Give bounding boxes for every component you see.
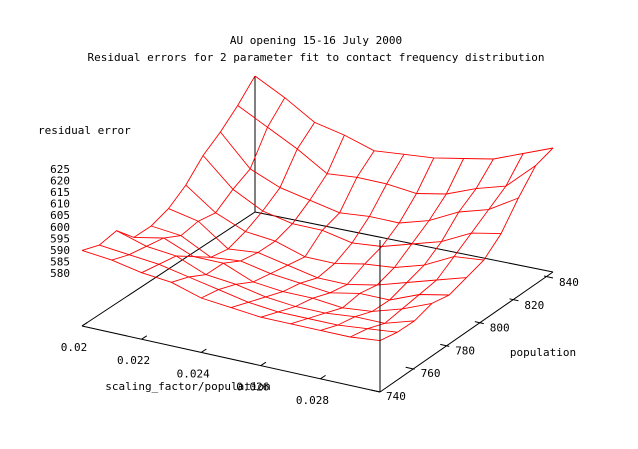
y-axis-label: population	[510, 346, 576, 359]
mesh-line-x	[111, 97, 286, 261]
z-tick-label: 620	[50, 175, 70, 188]
mesh-line-x	[379, 147, 554, 342]
mesh-line-y	[168, 208, 467, 286]
mesh-line-x	[230, 154, 405, 309]
y-tick	[509, 298, 519, 302]
y-tick-label: 800	[490, 322, 510, 335]
x-tick	[81, 322, 88, 327]
mesh-line-x	[201, 150, 375, 299]
floor-edge-left	[81, 211, 256, 327]
mesh-line-y	[237, 105, 536, 195]
back-axes	[81, 76, 554, 327]
x-tick-label: 0.026	[236, 381, 269, 394]
y-tick-label: 780	[455, 344, 475, 357]
mesh-line-y	[116, 230, 415, 324]
y-tick	[370, 389, 381, 393]
chart-subtitle: Residual errors for 2 parameter fit to c…	[88, 51, 545, 64]
x-axis	[81, 325, 381, 393]
x-tick	[200, 348, 207, 353]
mesh-line-y	[99, 244, 398, 333]
x-axis-label: scaling_factor/population	[105, 380, 271, 393]
y-tick-label: 840	[559, 276, 579, 289]
y-tick	[474, 321, 484, 325]
mesh-line-x	[81, 75, 256, 251]
mesh-line-y	[81, 249, 381, 342]
x-tick-label: 0.022	[117, 354, 150, 367]
z-tick-label: 590	[50, 244, 70, 257]
y-axis	[379, 271, 554, 393]
mesh-line-x	[260, 157, 435, 318]
mesh-line-x	[350, 153, 524, 338]
front-axes	[81, 240, 554, 393]
mesh-line-y	[151, 225, 450, 301]
z-tick-label: 580	[50, 267, 70, 280]
mesh-line-y	[220, 131, 519, 224]
x-tick	[320, 374, 326, 380]
z-tick-label: 615	[50, 186, 70, 199]
z-tick-label: 625	[50, 163, 70, 176]
mesh-line-x	[141, 122, 315, 274]
y-tick	[440, 343, 450, 347]
x-tick	[260, 361, 267, 367]
z-tick-label: 595	[50, 232, 70, 245]
z-tick-label: 600	[50, 221, 70, 234]
x-tick-label: 0.028	[296, 394, 329, 407]
mesh-line-y	[254, 75, 554, 160]
z-axis-label: residual error	[38, 124, 131, 137]
z-tick-label: 610	[50, 198, 70, 211]
surface-mesh	[81, 75, 554, 342]
y-tick-label: 820	[524, 299, 544, 312]
floor-edge-back	[254, 211, 554, 273]
mesh-line-y	[185, 184, 484, 268]
mesh-line-x	[320, 158, 494, 331]
y-tick	[405, 366, 415, 370]
y-tick	[543, 275, 554, 279]
x-tick	[141, 335, 148, 340]
mesh-line-x	[290, 158, 465, 325]
x-tick-label: 0.024	[177, 367, 210, 380]
mesh-line-y	[202, 155, 502, 247]
z-tick-label: 585	[50, 255, 70, 268]
mesh-line-x	[171, 134, 345, 283]
chart-title: AU opening 15-16 July 2000	[230, 34, 402, 47]
y-tick-label: 740	[386, 390, 406, 403]
y-tick-label: 760	[421, 367, 441, 380]
z-tick-label: 605	[50, 209, 70, 222]
x-tick-label: 0.02	[61, 341, 88, 354]
